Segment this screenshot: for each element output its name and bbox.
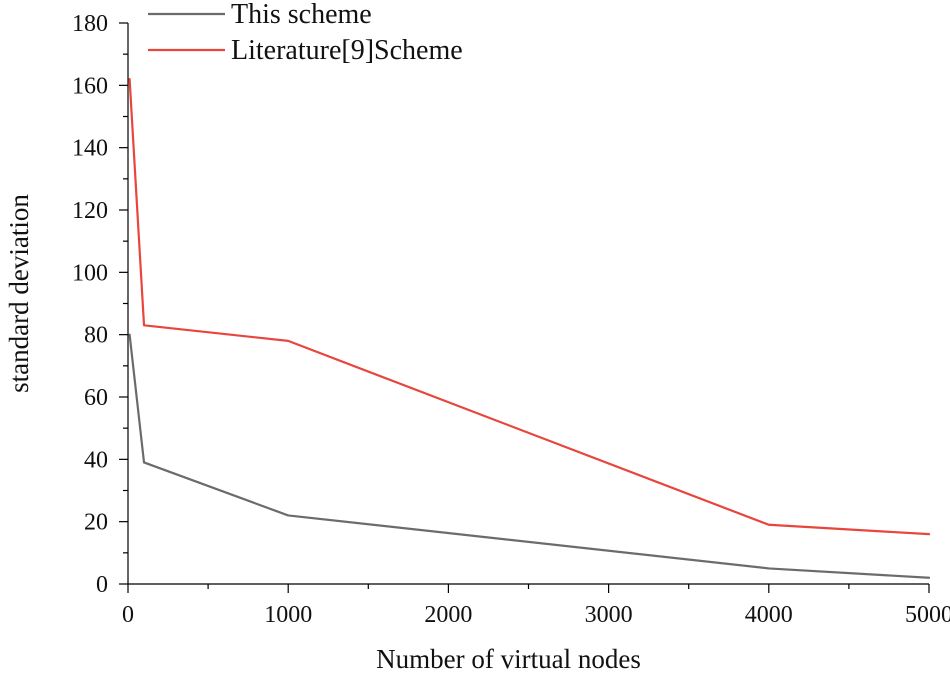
y-tick-label: 160 — [72, 73, 108, 99]
y-tick-label: 0 — [96, 572, 108, 598]
y-tick-label: 80 — [84, 323, 108, 349]
y-tick-label: 20 — [84, 510, 108, 536]
x-tick-label: 2000 — [424, 602, 472, 628]
y-axis-title: standard deviation — [4, 194, 34, 393]
y-tick-label: 40 — [84, 447, 108, 473]
ticks: 0 20 40 60 80 100 120 140 160 180 0 1000 2000 3000 400… — [72, 11, 950, 628]
x-tick-label: 5000 — [905, 602, 950, 628]
x-tick-label: 3000 — [585, 602, 633, 628]
legend: This scheme Literature[9]Scheme — [148, 0, 463, 66]
x-tick-label: 4000 — [745, 602, 793, 628]
y-tick-label: 180 — [72, 11, 108, 37]
series-lines — [128, 77, 931, 579]
x-axis-title: Number of virtual nodes — [376, 644, 641, 674]
legend-label-1: This scheme — [231, 0, 372, 30]
legend-label-2: Literature[9]Scheme — [231, 35, 463, 66]
y-tick-label: 100 — [72, 260, 108, 286]
y-tick-label: 120 — [72, 198, 108, 224]
series-line-1 — [128, 333, 931, 579]
y-tick-label: 140 — [72, 136, 108, 162]
series-line-2 — [128, 77, 931, 536]
x-tick-label: 1000 — [264, 602, 312, 628]
y-tick-label: 60 — [84, 385, 108, 411]
x-tick-label: 0 — [122, 602, 134, 628]
